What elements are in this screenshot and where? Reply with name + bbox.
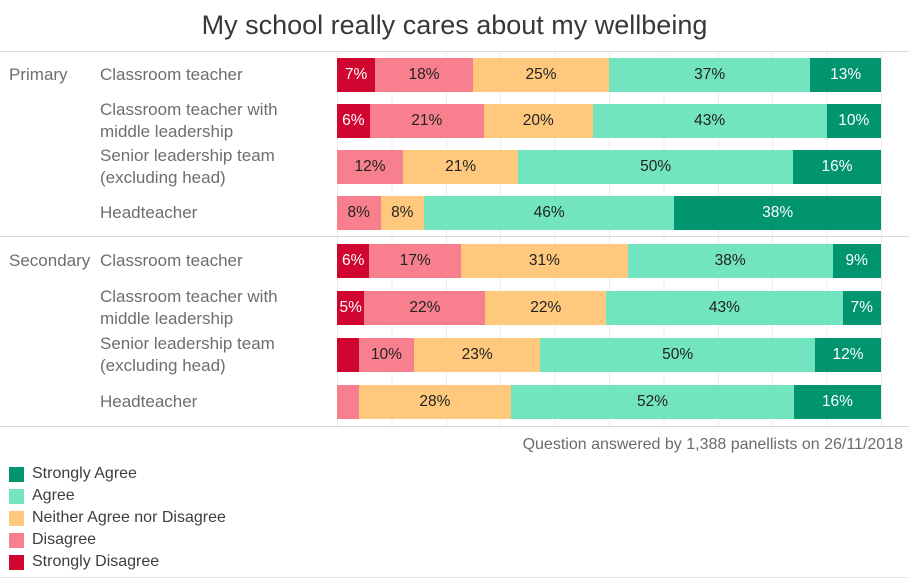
- row-label: Headteacher: [100, 203, 198, 222]
- bar-segment-strongly_disagree: 6%: [337, 104, 370, 138]
- bar-segment-agree: 50%: [540, 338, 816, 373]
- bar-segment-strongly_disagree: 7%: [337, 58, 376, 92]
- stacked-bar: 28% 52% 16%: [337, 385, 881, 420]
- bar-segment-agree: 50%: [518, 150, 794, 184]
- bar-segment-disagree: [337, 385, 359, 420]
- bar-segment-strongly_agree: 12%: [815, 338, 881, 373]
- row-label: Senior leadership team (excluding head): [100, 146, 275, 187]
- bar-segment-agree: 37%: [608, 58, 811, 92]
- bar-segment-disagree: 22%: [364, 290, 486, 325]
- bar-row: Headteacher 8% 8% 46% 38%: [0, 190, 909, 236]
- legend-label: Neither Agree nor Disagree: [32, 509, 226, 526]
- bar-segment-neither: 8%: [380, 196, 425, 230]
- bar-segment-strongly_agree: 13%: [810, 58, 881, 92]
- stacked-bar: 12% 21% 50% 16%: [337, 150, 881, 184]
- bar-segment-agree: 38%: [627, 243, 833, 278]
- stacked-bar: 10% 23% 50% 12%: [337, 338, 881, 373]
- bar-segment-disagree: 18%: [375, 58, 473, 92]
- bar-segment-strongly_agree: 9%: [832, 243, 881, 278]
- bar-row: Classroom teacher with middle leadership…: [0, 284, 909, 331]
- legend-swatch-agree: [9, 488, 24, 504]
- bar-segment-neither: 21%: [402, 150, 519, 184]
- bar-segment-neither: 28%: [358, 385, 512, 420]
- bar-segment-strongly_agree: 16%: [793, 150, 881, 184]
- bar-segment-agree: 43%: [606, 290, 843, 325]
- bar-row: Primary Classroom teacher 7% 18% 25% 37% 13%: [0, 52, 909, 98]
- row-label: Classroom teacher: [100, 250, 243, 270]
- legend-label: Strongly Disagree: [32, 553, 160, 570]
- group-label-primary: Primary: [9, 65, 68, 84]
- bar-segment-neither: 25%: [472, 58, 609, 92]
- bar-segment-agree: 46%: [424, 196, 675, 230]
- bar-segment-disagree: 17%: [369, 243, 461, 278]
- bar-segment-disagree: 8%: [337, 196, 381, 230]
- stacked-bar: 6% 21% 20% 43% 10%: [337, 104, 881, 138]
- caption: Question answered by 1,388 panellists on…: [522, 436, 903, 453]
- bar-segment-neither: 23%: [413, 338, 541, 373]
- bar-segment-strongly_disagree: 6%: [337, 243, 370, 278]
- bar-segment-disagree: 21%: [369, 104, 484, 138]
- legend-item-strongly_agree: Strongly Agree: [9, 465, 909, 482]
- stacked-bar: 7% 18% 25% 37% 13%: [337, 58, 881, 92]
- stacked-bar: 6% 17% 31% 38% 9%: [337, 243, 881, 278]
- section-primary: Primary Classroom teacher 7% 18% 25% 37% 13% Cl…: [0, 52, 909, 237]
- row-label: Classroom teacher: [100, 65, 243, 84]
- bar-segment-strongly_agree: 10%: [826, 104, 881, 138]
- bar-row: Senior leadership team (excluding head) 1…: [0, 332, 909, 379]
- bar-row: Headteacher 28% 52% 16%: [0, 379, 909, 426]
- legend-item-disagree: Disagree: [9, 531, 909, 548]
- legend-swatch-disagree: [9, 532, 24, 548]
- legend-label: Strongly Agree: [32, 465, 137, 482]
- legend-label: Disagree: [32, 531, 97, 548]
- group-label-secondary: Secondary: [9, 250, 91, 270]
- stacked-bar: 5% 22% 22% 43% 7%: [337, 290, 881, 325]
- bar-row: Secondary Classroom teacher 6% 17% 31% 38% 9%: [0, 237, 909, 284]
- bar-segment-agree: 43%: [592, 104, 827, 138]
- row-label: Classroom teacher with middle leadership: [100, 100, 278, 141]
- bar-segment-strongly_agree: 16%: [793, 385, 881, 420]
- bar-segment-disagree: 12%: [337, 150, 403, 184]
- legend-label: Agree: [32, 487, 75, 504]
- bar-row: Senior leadership team (excluding head) 1…: [0, 144, 909, 190]
- legend: Strongly Agree Agree Neither Agree nor Dis…: [9, 465, 909, 570]
- section-secondary: Secondary Classroom teacher 6% 17% 31% 38% 9% C…: [0, 237, 909, 427]
- bar-segment-disagree: 10%: [358, 338, 414, 373]
- bar-sections: Primary Classroom teacher 7% 18% 25% 37% 13% Cl…: [0, 52, 909, 427]
- chart-area: Primary Classroom teacher 7% 18% 25% 37% 13% Cl…: [0, 52, 909, 427]
- legend-swatch-neither: [9, 510, 24, 526]
- bar-segment-neither: 22%: [485, 290, 607, 325]
- chart-title: My school really cares about my wellbein…: [0, 0, 909, 52]
- bar-segment-strongly_disagree: 5%: [337, 290, 365, 325]
- bar-segment-agree: 52%: [511, 385, 794, 420]
- stacked-bar: 8% 8% 46% 38%: [337, 196, 881, 230]
- legend-item-agree: Agree: [9, 487, 909, 504]
- legend-swatch-strongly_disagree: [9, 554, 24, 570]
- bar-segment-strongly_agree: 38%: [674, 196, 881, 230]
- bar-segment-strongly_agree: 7%: [842, 290, 881, 325]
- legend-item-strongly_disagree: Strongly Disagree: [9, 553, 909, 570]
- row-label: Headteacher: [100, 392, 198, 412]
- legend-item-neither: Neither Agree nor Disagree: [9, 509, 909, 526]
- row-label: Senior leadership team (excluding head): [100, 334, 275, 376]
- bar-segment-neither: 31%: [460, 243, 628, 278]
- bar-row: Classroom teacher with middle leadership…: [0, 98, 909, 144]
- bar-segment-neither: 20%: [483, 104, 593, 138]
- row-label: Classroom teacher with middle leadership: [100, 286, 278, 328]
- bar-segment-strongly_disagree: [337, 338, 359, 373]
- legend-swatch-strongly_agree: [9, 466, 24, 482]
